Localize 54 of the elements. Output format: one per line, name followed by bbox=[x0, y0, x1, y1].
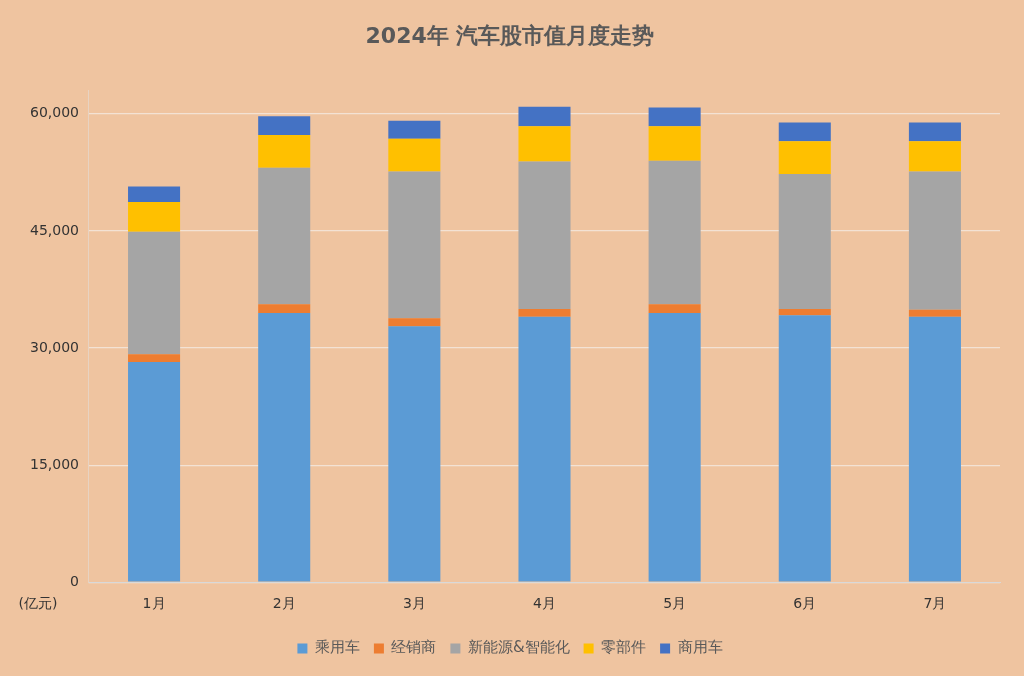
bar bbox=[778, 122, 831, 142]
bar bbox=[388, 318, 441, 327]
bar bbox=[388, 326, 441, 582]
bar bbox=[518, 308, 571, 317]
y-tick-label: 15,000 bbox=[29, 455, 79, 472]
x-tick-label: 1月 bbox=[142, 595, 166, 612]
bar bbox=[518, 106, 571, 127]
bar bbox=[258, 312, 311, 582]
bar bbox=[908, 309, 961, 317]
y-tick-label: 0 bbox=[70, 572, 79, 589]
x-tick-label: 3月 bbox=[402, 595, 426, 612]
bar bbox=[648, 107, 701, 127]
bar bbox=[778, 173, 831, 309]
x-tick-label: 2月 bbox=[272, 595, 296, 612]
x-tick-label: 5月 bbox=[663, 595, 687, 612]
chart-title: 2024年 汽车股市值月度走势 bbox=[365, 22, 655, 48]
bar bbox=[908, 122, 961, 142]
bar bbox=[648, 126, 701, 161]
x-tick-label: 4月 bbox=[533, 595, 556, 612]
bar bbox=[388, 171, 441, 319]
bar bbox=[648, 160, 701, 305]
bar bbox=[128, 362, 181, 582]
legend-label: 零部件 bbox=[601, 638, 647, 657]
y-tick-label: 60,000 bbox=[29, 104, 79, 121]
bar bbox=[128, 186, 181, 203]
legend-label: 新能源&智能化 bbox=[467, 638, 570, 657]
bar bbox=[258, 167, 311, 305]
bar bbox=[518, 316, 571, 582]
bar bbox=[388, 120, 441, 139]
bar bbox=[388, 138, 441, 172]
bar bbox=[258, 304, 311, 313]
bar bbox=[908, 141, 961, 172]
bar bbox=[648, 312, 701, 582]
bar bbox=[778, 308, 831, 316]
bar bbox=[518, 161, 571, 309]
y-axis-title: (亿元) bbox=[18, 594, 58, 611]
bar bbox=[648, 304, 701, 313]
y-tick-label: 45,000 bbox=[29, 221, 79, 238]
x-tick-label: 7月 bbox=[923, 595, 947, 612]
bar bbox=[258, 134, 311, 168]
bar bbox=[128, 231, 181, 355]
bar bbox=[778, 315, 831, 582]
legend-label: 经销商 bbox=[391, 638, 437, 657]
bar bbox=[778, 141, 831, 174]
bar bbox=[908, 316, 961, 582]
x-tick-label: 6月 bbox=[793, 595, 817, 612]
legend-label: 商用车 bbox=[677, 638, 723, 657]
bar bbox=[128, 202, 181, 232]
bar bbox=[128, 354, 181, 363]
legend-label: 乘用车 bbox=[314, 638, 360, 657]
bar bbox=[258, 116, 311, 135]
bar bbox=[518, 126, 571, 162]
y-tick-label: 30,000 bbox=[29, 338, 79, 355]
bar bbox=[908, 171, 961, 310]
